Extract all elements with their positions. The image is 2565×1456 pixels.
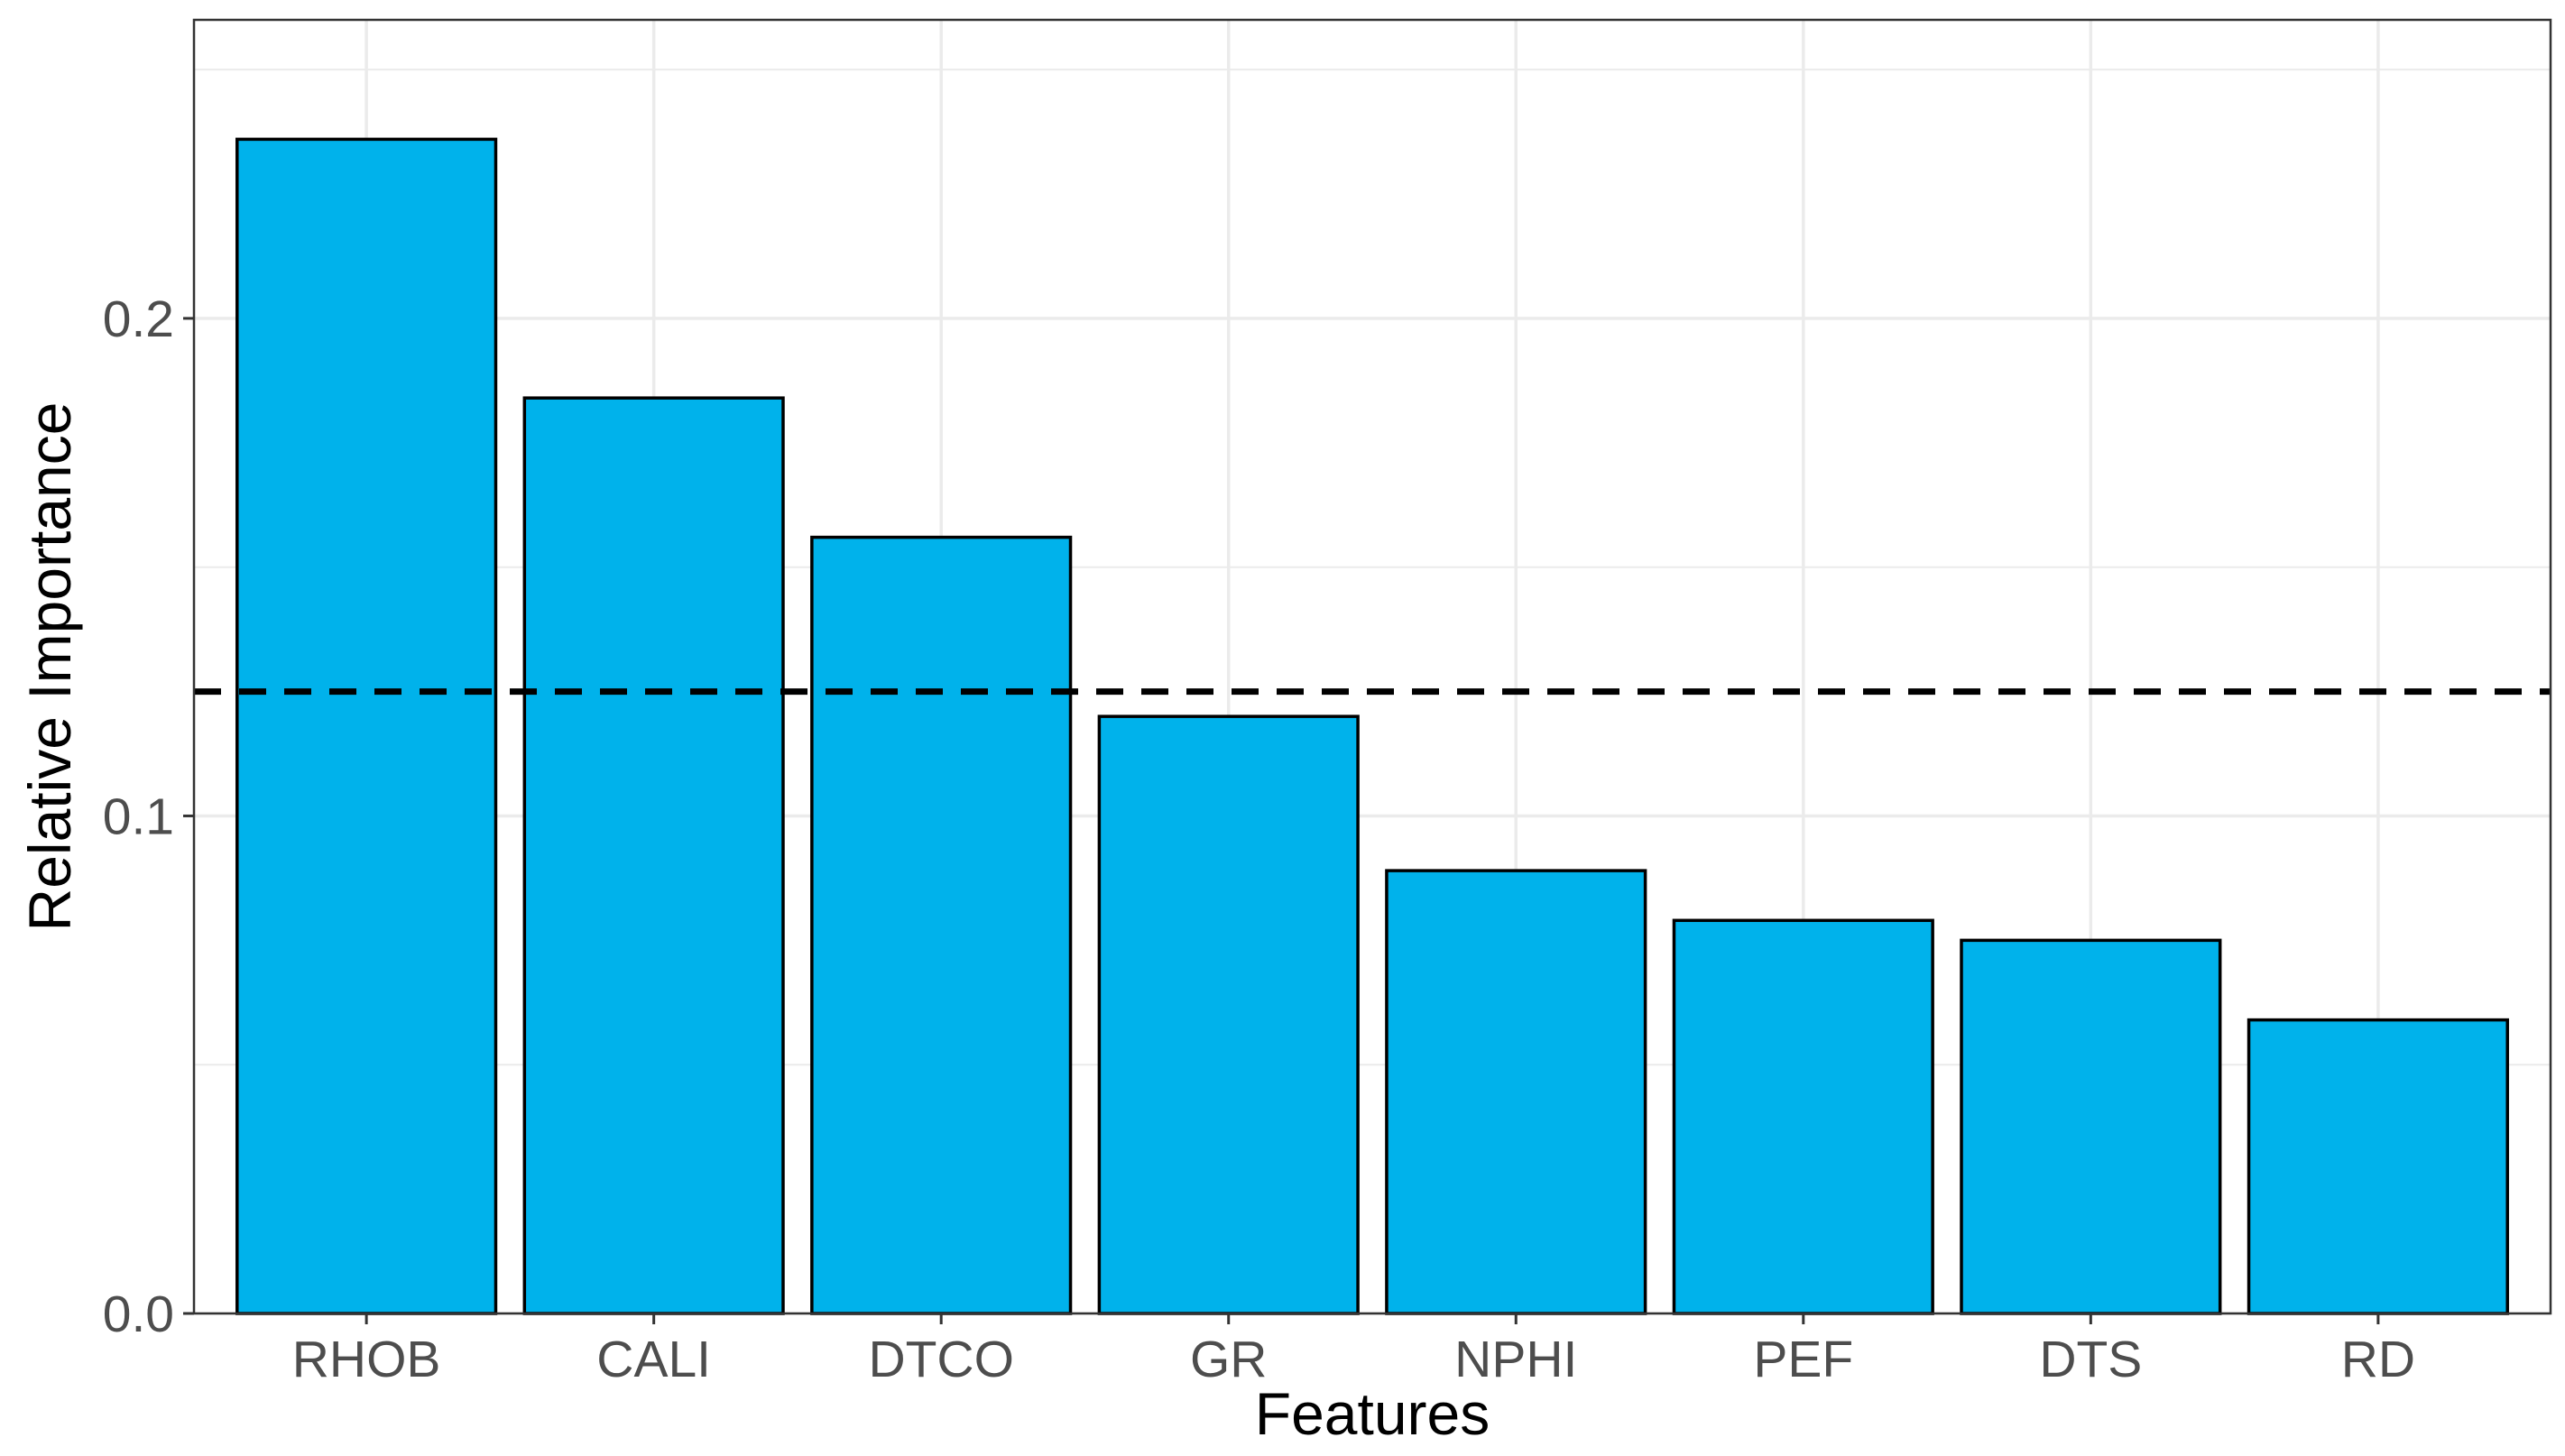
- x-tick-label: DTS: [2039, 1331, 2142, 1388]
- bar-pef: [1672, 918, 1934, 1315]
- y-axis-title: Relative Importance: [16, 402, 83, 932]
- bar-cali: [522, 396, 785, 1315]
- bar-rd: [2247, 1018, 2509, 1315]
- x-tick-label: GR: [1190, 1331, 1268, 1388]
- x-axis-title: Features: [1255, 1380, 1490, 1447]
- plot-border: [192, 18, 2552, 1315]
- bar-nphi: [1385, 869, 1647, 1315]
- x-axis: RHOB CALI DTCO GR NPHI PEF DTS RD: [292, 1313, 2415, 1388]
- y-tick-label: 0.2: [103, 290, 174, 348]
- bars: [235, 137, 2509, 1315]
- bar-dtco: [810, 535, 1073, 1315]
- y-tick-label: 0.1: [103, 788, 174, 845]
- bar-rhob: [235, 137, 498, 1315]
- x-tick-label: CALI: [596, 1331, 711, 1388]
- x-tick-label: NPHI: [1454, 1331, 1577, 1388]
- y-axis: 0.0 0.1 0.2: [103, 290, 194, 1343]
- bar-dts: [1960, 938, 2222, 1315]
- x-tick-label: RHOB: [292, 1331, 441, 1388]
- x-tick-label: PEF: [1753, 1331, 1853, 1388]
- x-tick-label: DTCO: [868, 1331, 1013, 1388]
- bar-gr: [1097, 714, 1360, 1315]
- x-tick-label: RD: [2341, 1331, 2415, 1388]
- y-tick-label: 0.0: [103, 1286, 174, 1343]
